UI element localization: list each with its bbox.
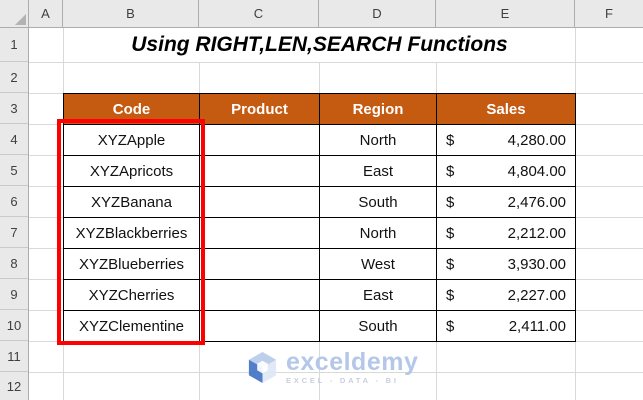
cell-product-c6[interactable] — [200, 187, 320, 218]
cell-sales-e4[interactable]: $ 4,280.00 — [437, 125, 576, 156]
row-header-6[interactable]: 6 — [0, 186, 28, 217]
cell-region-d7[interactable]: North — [320, 218, 437, 249]
row-header-3[interactable]: 3 — [0, 93, 28, 124]
sales-amount: 4,804.00 — [507, 162, 566, 180]
exceldemy-logo-icon — [248, 351, 277, 384]
cell-code-b6[interactable]: XYZBanana — [64, 187, 200, 218]
watermark-tagline: EXCEL - DATA - BI — [286, 376, 399, 385]
cell-product-c9[interactable] — [200, 280, 320, 311]
cell-sales-e9[interactable]: $ 2,227.00 — [437, 280, 576, 311]
cell-product-c4[interactable] — [200, 125, 320, 156]
currency-symbol: $ — [446, 162, 455, 180]
sales-amount: 2,476.00 — [507, 193, 566, 211]
row-header-4[interactable]: 4 — [0, 124, 28, 155]
cell-code-b7[interactable]: XYZBlackberries — [64, 218, 200, 249]
column-header-c[interactable]: C — [199, 0, 319, 27]
cell-product-c5[interactable] — [200, 156, 320, 187]
watermark: exceldemy EXCEL - DATA - BI — [246, 350, 418, 385]
row-header-12[interactable]: 12 — [6, 378, 22, 394]
sales-amount: 2,411.00 — [508, 317, 566, 335]
cell-code-b10[interactable]: XYZClementine — [64, 311, 200, 342]
row-header-1[interactable]: 1 — [0, 28, 28, 62]
select-all-corner[interactable] — [0, 0, 29, 27]
row-header-10[interactable]: 10 — [0, 310, 28, 341]
column-header-e[interactable]: E — [436, 0, 575, 27]
gridline — [29, 62, 643, 63]
row-header-strip: 1 2 3 4 5 6 7 8 9 10 11 12 — [0, 28, 29, 400]
cell-region-d8[interactable]: West — [320, 249, 437, 280]
sales-amount: 3,930.00 — [507, 255, 566, 273]
column-header-d[interactable]: D — [319, 0, 436, 27]
data-table: Code Product Region Sales XYZApple North… — [63, 93, 576, 342]
cell-product-c10[interactable] — [200, 311, 320, 342]
cell-region-d9[interactable]: East — [320, 280, 437, 311]
currency-symbol: $ — [446, 255, 455, 273]
cell-code-b4[interactable]: XYZApple — [64, 125, 200, 156]
sales-amount: 2,212.00 — [507, 224, 566, 242]
currency-symbol: $ — [446, 286, 455, 304]
table-header-product[interactable]: Product — [200, 94, 320, 125]
column-header-a[interactable]: A — [29, 0, 63, 27]
column-header-b[interactable]: B — [63, 0, 199, 27]
sales-amount: 2,227.00 — [507, 286, 566, 304]
cell-sales-e8[interactable]: $ 3,930.00 — [437, 249, 576, 280]
cell-code-b5[interactable]: XYZApricots — [64, 156, 200, 187]
cell-sales-e10[interactable]: $ 2,411.00 — [437, 311, 576, 342]
cell-region-d5[interactable]: East — [320, 156, 437, 187]
select-all-triangle-icon — [15, 14, 26, 25]
cell-product-c8[interactable] — [200, 249, 320, 280]
cell-product-c7[interactable] — [200, 218, 320, 249]
row-header-8[interactable]: 8 — [0, 248, 28, 279]
row-header-11[interactable]: 11 — [0, 341, 28, 372]
sheet-title[interactable]: Using RIGHT,LEN,SEARCH Functions — [131, 33, 508, 56]
cell-sales-e6[interactable]: $ 2,476.00 — [437, 187, 576, 218]
table-header-sales[interactable]: Sales — [437, 94, 576, 125]
row-header-5[interactable]: 5 — [0, 155, 28, 186]
row-header-2[interactable]: 2 — [0, 62, 28, 93]
cell-region-d10[interactable]: South — [320, 311, 437, 342]
currency-symbol: $ — [446, 193, 455, 211]
watermark-brand: exceldemy — [286, 348, 419, 376]
column-header-strip: A B C D E F — [0, 0, 643, 28]
cell-region-d4[interactable]: North — [320, 125, 437, 156]
currency-symbol: $ — [446, 131, 455, 149]
cell-region-d6[interactable]: South — [320, 187, 437, 218]
currency-symbol: $ — [446, 224, 455, 242]
cell-sales-e7[interactable]: $ 2,212.00 — [437, 218, 576, 249]
cell-code-b9[interactable]: XYZCherries — [64, 280, 200, 311]
sales-amount: 4,280.00 — [507, 131, 566, 149]
column-header-f[interactable]: F — [605, 6, 613, 21]
row-header-9[interactable]: 9 — [0, 279, 28, 310]
currency-symbol: $ — [446, 317, 455, 335]
gridline — [29, 372, 643, 373]
table-header-region[interactable]: Region — [320, 94, 437, 125]
cell-code-b8[interactable]: XYZBlueberries — [64, 249, 200, 280]
watermark-text: exceldemy EXCEL - DATA - BI — [286, 348, 419, 386]
row-header-7[interactable]: 7 — [0, 217, 28, 248]
cell-sales-e5[interactable]: $ 4,804.00 — [437, 156, 576, 187]
table-header-code[interactable]: Code — [64, 94, 200, 125]
